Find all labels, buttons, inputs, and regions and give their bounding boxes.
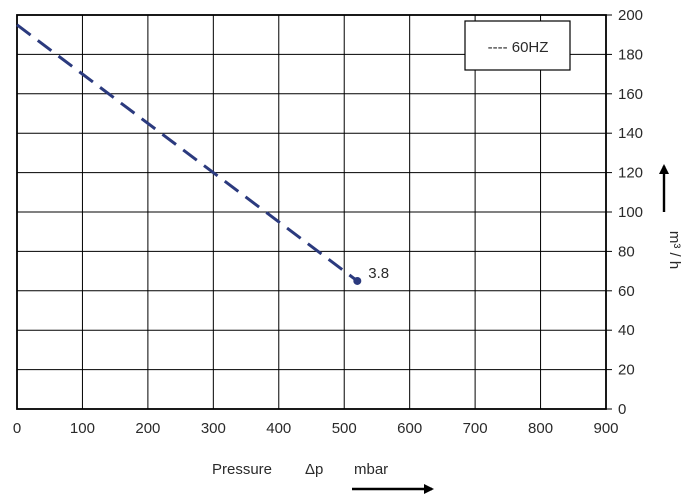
gridlines bbox=[16, 14, 607, 410]
x-tick-label-800: 800 bbox=[528, 420, 553, 437]
y-tick-label-160: 160 bbox=[618, 86, 643, 103]
x-tick-label-900: 900 bbox=[593, 420, 618, 437]
y-tick-label-0: 0 bbox=[618, 401, 626, 418]
x-axis-symbol: Δp bbox=[305, 461, 323, 478]
x-axis-title: Pressure Δp mbar bbox=[212, 461, 434, 494]
x-axis-ticks: 0 100 200 300 400 500 600 700 800 900 bbox=[13, 420, 619, 437]
x-tick-label-0: 0 bbox=[13, 420, 21, 437]
x-tick-label-100: 100 bbox=[70, 420, 95, 437]
y-tick-label-20: 20 bbox=[618, 362, 635, 379]
y-tick-label-80: 80 bbox=[618, 243, 635, 260]
series-end-label-0: 3.8 bbox=[368, 265, 389, 282]
legend-box bbox=[464, 20, 571, 71]
y-axis-ticks: 0 20 40 60 80 100 120 140 160 180 200 bbox=[606, 7, 643, 418]
series-layer: 3.8 bbox=[16, 23, 389, 285]
x-tick-label-300: 300 bbox=[201, 420, 226, 437]
x-tick-label-400: 400 bbox=[266, 420, 291, 437]
x-tick-label-700: 700 bbox=[463, 420, 488, 437]
series-end-point-0 bbox=[353, 276, 362, 285]
series-line-0 bbox=[16, 23, 359, 283]
y-tick-label-180: 180 bbox=[618, 46, 643, 63]
y-tick-label-200: 200 bbox=[618, 7, 643, 24]
x-axis-label: Pressure bbox=[212, 461, 272, 478]
y-tick-label-60: 60 bbox=[618, 283, 635, 300]
x-tick-label-200: 200 bbox=[135, 420, 160, 437]
y-tick-label-40: 40 bbox=[618, 322, 635, 339]
legend-entry-60hz: ---- 60HZ bbox=[488, 39, 549, 56]
y-tick-label-120: 120 bbox=[618, 165, 643, 182]
legend: ---- 60HZ bbox=[464, 20, 571, 71]
x-tick-label-500: 500 bbox=[332, 420, 357, 437]
y-tick-label-100: 100 bbox=[618, 204, 643, 221]
x-tick-label-600: 600 bbox=[397, 420, 422, 437]
y-axis-title: m³ / h bbox=[659, 164, 683, 269]
y-tick-label-140: 140 bbox=[618, 125, 643, 142]
x-axis-unit: mbar bbox=[354, 461, 388, 478]
y-axis-label: m³ / h bbox=[666, 231, 683, 269]
